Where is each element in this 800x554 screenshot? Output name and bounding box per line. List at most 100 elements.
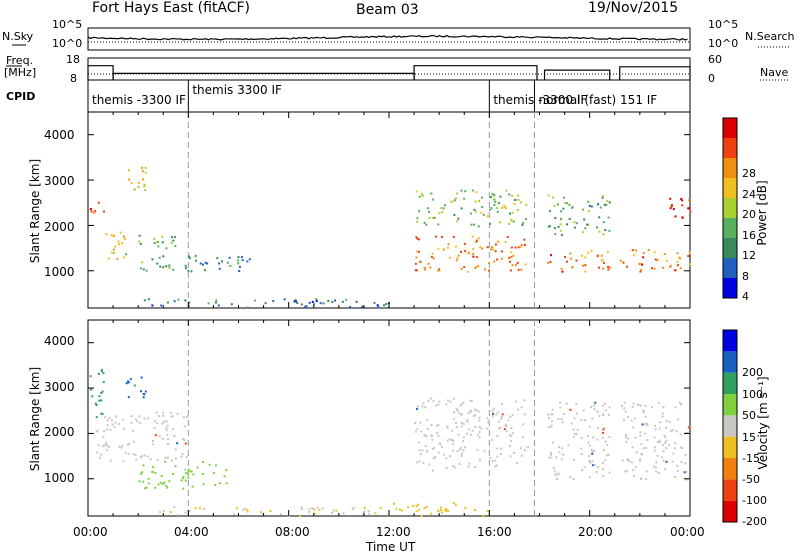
velocity-echo-cell (684, 453, 687, 456)
power-echo-cell (455, 245, 458, 248)
velocity-echo-cell (478, 431, 481, 434)
power-echo-cell (499, 195, 502, 198)
velocity-echo-cell (422, 402, 425, 405)
velocity-echo-cell (166, 456, 169, 459)
power-echo-cell (688, 251, 691, 254)
velocity-echo-cell (188, 509, 191, 512)
velocity-echo-cell (170, 415, 173, 418)
power-echo-cell (118, 243, 121, 246)
velocity-echo-cell (118, 422, 121, 425)
velocity-echo-cell (102, 371, 105, 374)
power-colorbar-swatch (723, 138, 737, 158)
velocity-echo-cell (114, 415, 117, 418)
velocity-echo-cell (97, 444, 100, 447)
power-echo-cell (125, 253, 128, 256)
power-echo-cell (469, 212, 472, 215)
power-echo-cell (355, 300, 358, 303)
velocity-echo-cell (624, 410, 627, 413)
velocity-echo-cell (591, 450, 594, 453)
velocity-echo-cell (517, 408, 520, 411)
power-echo-cell (305, 305, 308, 308)
power-echo-cell (204, 269, 207, 272)
power-echo-cell (151, 258, 154, 261)
power-echo-cell (442, 248, 445, 251)
power-echo-cell (312, 303, 315, 306)
velocity-echo-cell (198, 507, 201, 510)
velocity-echo-cell (184, 511, 187, 514)
velocity-echo-cell (565, 402, 568, 405)
velocity-echo-cell (588, 459, 591, 462)
velocity-echo-cell (632, 469, 635, 472)
velocity-echo-cell (94, 402, 97, 405)
power-echo-cell (188, 255, 191, 258)
velocity-echo-cell (673, 447, 676, 450)
velocity-echo-cell (118, 445, 121, 448)
velocity-echo-cell (458, 412, 461, 415)
velocity-colorbar-swatch (723, 372, 737, 394)
power-echo-cell (463, 266, 466, 269)
velocity-echo-cell (456, 409, 459, 412)
velocity-echo-cell (572, 436, 575, 439)
velocity-echo-cell (387, 514, 390, 517)
velocity-echo-cell (142, 480, 145, 483)
velocity-echo-cell (180, 479, 183, 482)
velocity-echo-cell (634, 436, 637, 439)
power-echo-cell (602, 233, 605, 236)
velocity-echo-cell (550, 413, 553, 416)
power-echo-cell (457, 217, 460, 220)
power-echo-cell (514, 198, 517, 201)
power-echo-cell (554, 233, 557, 236)
power-echo-cell (447, 243, 450, 246)
power-echo-cell (90, 210, 93, 213)
power-echo-cell (419, 261, 422, 264)
velocity-echo-cell (474, 465, 477, 468)
power-echo-cell (153, 242, 156, 245)
power-echo-cell (677, 264, 680, 267)
velocity-echo-cell (99, 456, 102, 459)
velocity-echo-cell (129, 378, 132, 381)
velocity-echo-cell (591, 464, 594, 467)
velocity-echo-cell (125, 382, 128, 385)
date-label: 19/Nov/2015 (588, 0, 679, 16)
velocity-echo-cell (514, 400, 517, 403)
velocity-echo-cell (132, 429, 135, 432)
velocity-echo-cell (607, 413, 610, 416)
power-echo-cell (670, 264, 673, 267)
velocity-echo-cell (451, 439, 454, 442)
velocity-echo-cell (154, 472, 157, 475)
velocity-echo-cell (625, 436, 628, 439)
power-echo-cell (510, 251, 513, 254)
power-echo-cell (143, 299, 146, 302)
velocity-echo-cell (151, 470, 154, 473)
power-echo-cell (602, 195, 605, 198)
power-echo-cell (512, 220, 515, 223)
velocity-echo-cell (177, 513, 180, 516)
velocity-echo-cell (498, 427, 501, 430)
velocity-echo-cell (138, 480, 141, 483)
power-echo-cell (228, 256, 231, 259)
power-echo-cell (105, 233, 108, 236)
velocity-echo-cell (448, 438, 451, 441)
power-echo-cell (438, 212, 441, 215)
power-echo-cell (460, 267, 463, 270)
power-echo-cell (376, 304, 379, 307)
velocity-echo-cell (579, 447, 582, 450)
power-colorbar-swatch (723, 158, 737, 178)
power-echo-cell (315, 299, 318, 302)
power-echo-cell (456, 257, 459, 260)
velocity-echo-cell (655, 470, 658, 473)
power-range-tick: 4000 (44, 128, 75, 142)
power-echo-cell (602, 261, 605, 264)
power-echo-cell (341, 300, 344, 303)
velocity-echo-cell (352, 506, 355, 509)
power-echo-cell (492, 194, 495, 197)
velocity-echo-cell (627, 416, 630, 419)
velocity-echo-cell (185, 416, 188, 419)
power-echo-cell (600, 259, 603, 262)
velocity-echo-cell (165, 420, 168, 423)
velocity-echo-cell (437, 509, 440, 512)
power-echo-cell (581, 231, 584, 234)
power-echo-cell (110, 251, 113, 254)
velocity-range-tick: 2000 (44, 425, 75, 439)
power-echo-cell (501, 206, 504, 209)
